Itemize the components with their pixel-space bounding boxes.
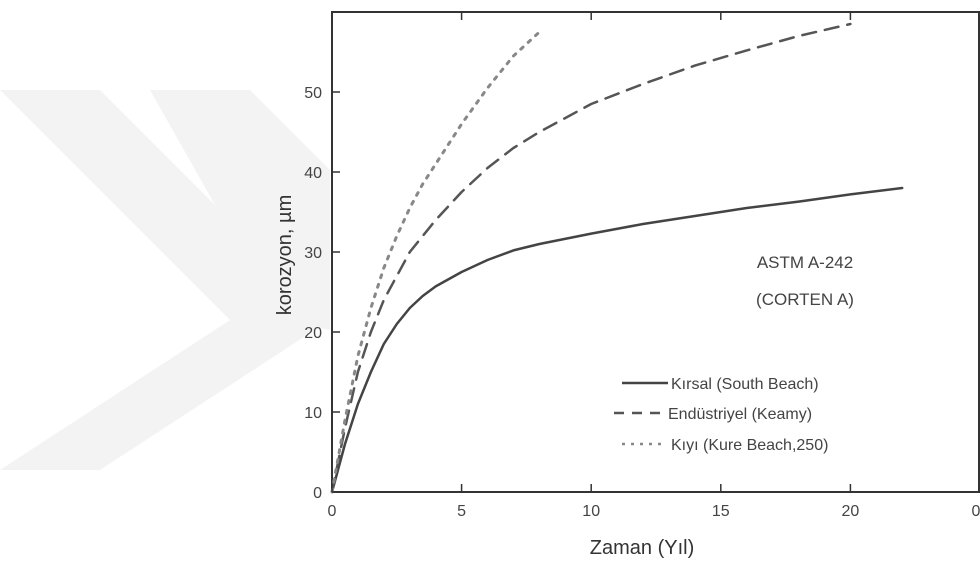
series-line-2 bbox=[330, 30, 541, 494]
series-line-1 bbox=[330, 22, 852, 494]
x-tick-label: 10 bbox=[582, 503, 600, 520]
plot-frame bbox=[331, 11, 980, 493]
annotation-corten: (CORTEN A) bbox=[756, 290, 854, 309]
x-tick-label: 5 bbox=[457, 503, 466, 520]
x-tick-label: 20 bbox=[842, 503, 860, 520]
plot-area bbox=[331, 11, 980, 493]
y-tick-label: 40 bbox=[304, 165, 322, 182]
y-tick-label: 30 bbox=[304, 245, 322, 262]
y-axis-title: korozyon, µm bbox=[274, 195, 296, 315]
series-line-0 bbox=[330, 186, 904, 494]
x-tick-label: 0 bbox=[328, 503, 337, 520]
y-tick-label: 0 bbox=[313, 485, 322, 502]
watermark-chevron-inner bbox=[150, 90, 330, 330]
x-axis-title: Zaman (Yıl) bbox=[590, 537, 694, 559]
y-tick-label: 10 bbox=[304, 405, 322, 422]
legend-label-kirsal: Kırsal (South Beach) bbox=[671, 376, 819, 393]
annotation-astm: ASTM A-242 bbox=[757, 253, 853, 272]
legend-label-kiyi: Kıyı (Kure Beach,250) bbox=[671, 437, 828, 454]
watermark-chevron bbox=[0, 90, 330, 470]
series-group bbox=[330, 22, 904, 494]
y-tick-label: 50 bbox=[304, 85, 322, 102]
x-tick-label: 0 bbox=[972, 503, 980, 520]
y-tick-label: 20 bbox=[304, 325, 322, 342]
legend: Kırsal (South Beach) Endüstriyel (Keamy)… bbox=[614, 376, 828, 454]
x-tick-label: 15 bbox=[712, 503, 730, 520]
legend-label-endustriyel: Endüstriyel (Keamy) bbox=[668, 406, 812, 423]
